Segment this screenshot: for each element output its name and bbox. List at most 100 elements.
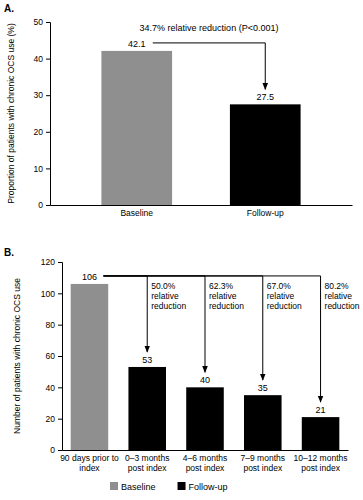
y-tick: 60 [46, 351, 62, 361]
x-tick: 10–12 monthspost index [294, 450, 348, 473]
bar [230, 104, 301, 205]
x-tick-label-line: 4–6 months [183, 453, 227, 463]
y-tick: 40 [46, 383, 62, 393]
data-label: 27.5 [256, 92, 274, 102]
y-tick-label: 0 [50, 445, 55, 455]
y-axis-title: Proportion of patients with chronic OCS … [6, 23, 16, 204]
annotation-arrow [103, 276, 147, 352]
annotation-line: reduction [151, 301, 186, 311]
legend-entry: Baseline [110, 482, 156, 492]
y-tick-label: 20 [34, 127, 44, 137]
y-tick-label: 30 [34, 90, 44, 100]
x-tick-label: 10–12 monthspost index [294, 453, 348, 473]
data-label: 53 [142, 355, 152, 365]
annotation-line: 50.0% [151, 281, 176, 291]
annotation-line: reduction [267, 301, 302, 311]
y-tick: 80 [46, 320, 62, 330]
annotation-arrow [103, 276, 205, 372]
legend-swatch [178, 482, 186, 490]
y-tick: 30 [34, 90, 50, 100]
annotation-arrow [103, 276, 320, 402]
bar [186, 387, 224, 450]
x-tick: 90 days prior toindex [60, 450, 119, 473]
chart-root: A. 0 10 20 30 40 50 Proportion of patients with… [0, 0, 363, 500]
legend: Baseline Follow-up [110, 482, 228, 492]
bar [101, 51, 172, 205]
y-tick-label: 50 [34, 17, 44, 27]
annotation: 50.0%relativereduction [151, 281, 186, 311]
y-axis: 0 20 40 60 80 100 120 [41, 257, 63, 455]
x-tick-label-line: Baseline [120, 208, 153, 218]
data-label: 42.1 [128, 39, 146, 49]
y-tick-mark [46, 22, 50, 23]
y-tick-mark [58, 450, 62, 451]
bar [244, 395, 282, 450]
y-tick-mark [46, 59, 50, 60]
bar [71, 284, 109, 450]
x-tick: 7–9 monthspost index [241, 450, 285, 473]
y-axis-title: Number of patients with chronic OCS use [12, 278, 22, 434]
y-tick: 120 [41, 257, 62, 267]
x-tick-label: 0–3 monthspost index [125, 453, 169, 473]
annotation: 67.0%relativereduction [267, 281, 302, 311]
y-tick-mark [58, 325, 62, 326]
annotation-line: reduction [209, 301, 244, 311]
y-tick-label: 100 [41, 289, 55, 299]
x-tick-label-line: index [79, 463, 100, 473]
y-axis-line [58, 263, 63, 451]
y-tick-mark [46, 95, 50, 96]
y-tick: 20 [34, 127, 50, 137]
y-tick-label: 60 [46, 351, 56, 361]
x-axis-line [63, 450, 349, 451]
legend-label: Baseline [121, 482, 156, 492]
y-tick: 50 [34, 17, 50, 27]
plot-area [101, 51, 300, 205]
legend-swatch [110, 482, 118, 490]
annotation-line: reduction [325, 301, 360, 311]
y-tick-label: 40 [34, 54, 44, 64]
y-tick: 100 [41, 289, 62, 299]
y-tick: 0 [38, 200, 50, 210]
x-tick-label: Follow-up [247, 208, 284, 218]
y-tick-label: 0 [38, 200, 43, 210]
panel: B.020406080100120Number of patients with… [4, 247, 360, 492]
x-tick-label: 7–9 monthspost index [241, 453, 285, 473]
data-label: 106 [82, 272, 97, 282]
y-tick-mark [58, 387, 62, 388]
x-tick-label-line: 10–12 months [294, 453, 348, 463]
annotation-line: 67.0% [267, 281, 292, 291]
y-tick-label: 40 [46, 383, 56, 393]
x-tick: Baseline [120, 205, 153, 218]
y-tick-label: 10 [34, 164, 44, 174]
legend-label: Follow-up [189, 482, 228, 492]
annotation-arrow [103, 276, 262, 380]
annotation-line: 80.2% [325, 281, 350, 291]
data-label: 21 [316, 405, 326, 415]
x-tick-label-line: 7–9 months [241, 453, 285, 463]
y-tick-mark [46, 168, 50, 169]
x-tick-label-line: 0–3 months [125, 453, 169, 463]
y-tick: 40 [34, 54, 50, 64]
y-tick-mark [58, 419, 62, 420]
y-axis: 0 10 20 30 40 50 [34, 17, 51, 210]
y-tick-mark [46, 205, 50, 206]
x-axis: Baseline Follow-up [51, 205, 353, 218]
panel: A. 0 10 20 30 40 50 Proportion of patients with… [4, 3, 353, 218]
annotation-line: 62.3% [209, 281, 234, 291]
y-tick-mark [58, 356, 62, 357]
x-tick-label-line: post index [243, 463, 282, 473]
annotation-line: relative [209, 291, 237, 301]
x-axis-line [51, 205, 353, 206]
x-axis: 90 days prior toindex0–3 monthspost inde… [60, 450, 348, 473]
x-tick: 4–6 monthspost index [183, 450, 227, 473]
annotation: 80.2%relativereduction [325, 281, 360, 311]
panel-title: A. [4, 3, 14, 14]
x-tick-label-line: post index [128, 463, 167, 473]
x-tick: 0–3 monthspost index [125, 450, 169, 473]
y-tick-label: 120 [41, 257, 55, 267]
annotation-arrow [153, 43, 266, 89]
bar [302, 417, 340, 450]
annotation-line: relative [325, 291, 353, 301]
y-tick: 20 [46, 414, 62, 424]
data-label: 35 [258, 383, 268, 393]
